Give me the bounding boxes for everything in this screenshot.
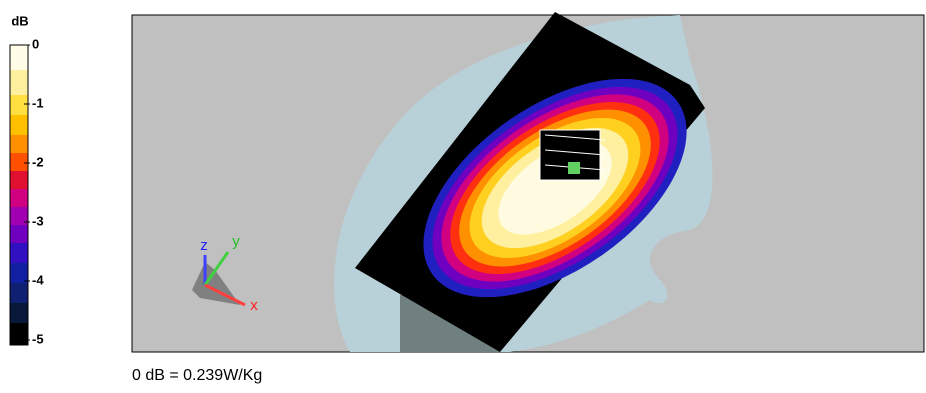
- colorbar-tick-label: -1: [32, 95, 44, 110]
- axis-y-label: y: [232, 233, 240, 250]
- colorbar-tick-label: 0: [32, 36, 39, 51]
- colorbar-tick-label: -3: [32, 213, 44, 228]
- colorbar-tick-label: -2: [32, 154, 44, 169]
- colorbar-tick-label: -5: [32, 331, 44, 346]
- axis-triad: z y x: [192, 233, 258, 314]
- footer-note: 0 dB = 0.239W/Kg: [132, 367, 262, 384]
- colorbar: dB: [9, 13, 29, 346]
- colorbar-tick-label: -4: [32, 272, 44, 287]
- colorbar-unit: dB: [11, 13, 28, 28]
- sar-view: [131, 12, 925, 353]
- axis-z-label: z: [200, 237, 208, 254]
- axis-x-label: x: [250, 297, 258, 314]
